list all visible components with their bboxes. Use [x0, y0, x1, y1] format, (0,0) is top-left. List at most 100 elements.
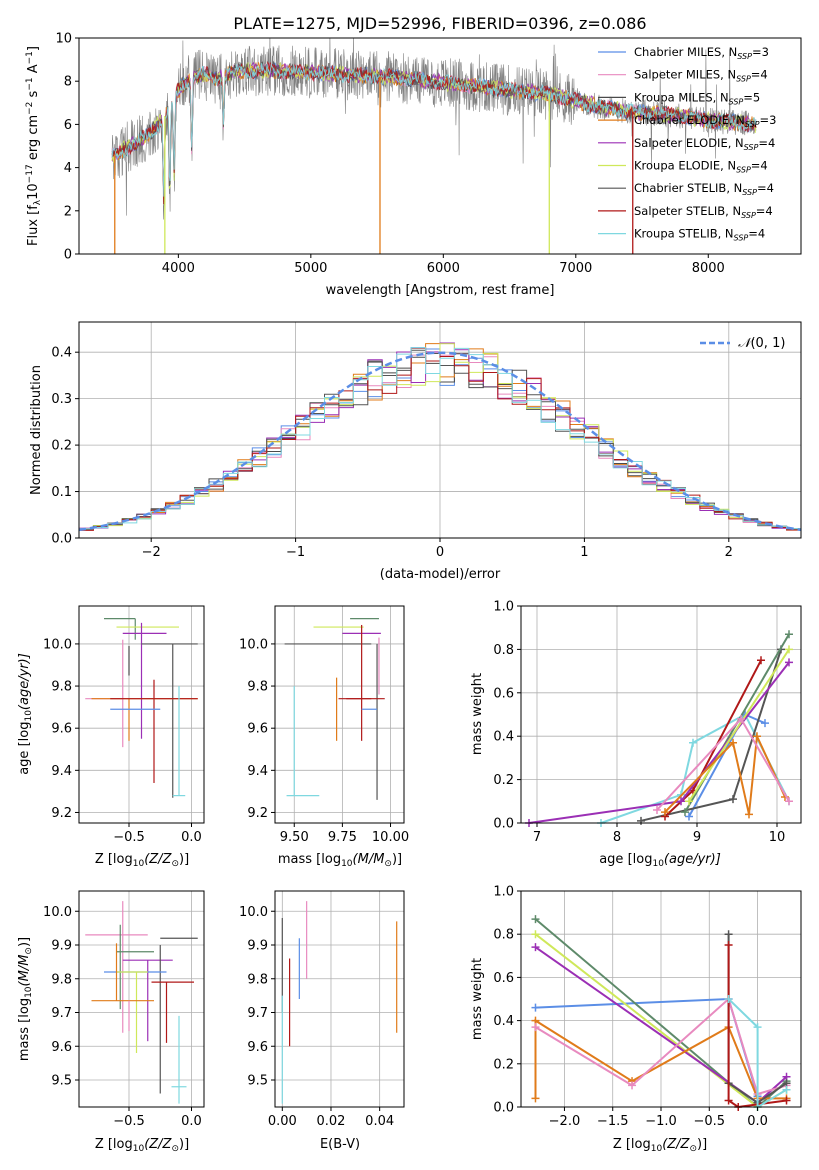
residuals-legend: 𝒩(0, 1) [700, 336, 785, 351]
age-vs-z-xlabel: Z [log10(Z/Z⊙)] [95, 852, 189, 869]
mass-weight-marker [785, 797, 793, 806]
mass-weight-line [727, 998, 788, 1109]
spectrum-ticks: 4000 5000 6000 7000 8000 0 2 4 6 8 10 [55, 32, 724, 277]
spectrum-ytick-label: 0 [64, 248, 72, 263]
weight-vs-z-ticks: −2.0 −1.5 −1.0 −0.5 0.0 0.0 0.2 0.4 0.6 0.8 1.0 [493, 885, 768, 1130]
mass-weight-marker [724, 995, 733, 1003]
age_vs_Z-ytick-label: 9.6 [51, 722, 72, 737]
mass_vs_ebv-ytick-label: 9.6 [247, 1040, 268, 1055]
mass_vs_Z-ytick-label: 9.8 [51, 972, 72, 987]
age-vs-z-marks [85, 618, 198, 798]
spectrum-ytick-label: 6 [64, 118, 72, 133]
spectrum-marks [111, 38, 757, 254]
model-spectrum-line [111, 63, 757, 197]
mass-weight-marker [685, 812, 693, 821]
mass-vs-z-panel: −0.5 0.0 9.5 9.6 9.7 9.8 9.9 10.0 Z [log10(Z/Z⊙… [17, 890, 205, 1154]
weight_vs_age-ytick-label: 1.0 [493, 600, 514, 615]
age-vs-z-axes-frame [78, 605, 205, 824]
age_vs_Z-ytick-label: 10.0 [43, 637, 72, 652]
residuals-xtick-label: −1 [286, 545, 305, 560]
residuals-ticks: −2 −1 0 1 2 0.0 0.1 0.2 0.3 0.4 [51, 346, 733, 560]
spectrum-xtick-label: 8000 [692, 261, 725, 276]
mass-weight-marker [745, 810, 753, 819]
normal-distribution-curve [78, 351, 802, 532]
spectrum-ytick-label: 8 [64, 75, 72, 90]
residuals-ytick-label: 0.0 [51, 532, 72, 547]
mass-vs-ebv-ticks: 0.00 0.02 0.04 9.5 9.6 9.7 9.8 9.9 10.0 [239, 905, 394, 1129]
weight-vs-z-panel: −2.0 −1.5 −1.0 −0.5 0.0 0.0 0.2 0.4 0.6 0.8 1.0 Z … [470, 885, 802, 1154]
weight_vs_age-ytick-label: 0.8 [493, 643, 514, 658]
age-vs-mass-grid [275, 606, 404, 823]
mass-vs-z-axes-frame [78, 890, 205, 1108]
mass_vs_ebv-xtick-label: 0.00 [268, 1114, 297, 1129]
mass-weight-marker [677, 797, 685, 806]
mass_vs_Z-ytick-label: 9.5 [51, 1074, 72, 1089]
residuals-xtick-label: 2 [725, 545, 733, 560]
mass_vs_Z-xtick-label: −0.5 [113, 1114, 145, 1129]
residuals-ytick-label: 0.3 [51, 392, 72, 407]
mass-weight-marker [737, 714, 745, 723]
legend-label: Chabrier MILES, NSSP=3 [634, 45, 769, 61]
residuals-xtick-label: −2 [142, 545, 161, 560]
mass-weight-marker [757, 656, 765, 665]
mass-weight-marker [785, 630, 793, 639]
spectrum-ytick-label: 4 [64, 161, 72, 176]
age-vs-mass-marks [284, 618, 385, 800]
mass-weight-marker [724, 930, 733, 939]
mass-weight-marker [724, 941, 733, 949]
spectrum-ylabel: Flux [fλ10−17 erg cm−2 s−1 A−1] [25, 46, 43, 246]
spectrum-ytick-label: 2 [64, 204, 72, 219]
weight_vs_age-xtick-label: 8 [613, 830, 621, 845]
mass_vs_Z-ytick-label: 9.9 [51, 939, 72, 954]
mass_vs_ebv-ytick-label: 9.7 [247, 1006, 268, 1021]
mass_vs_ebv-ytick-label: 9.5 [247, 1074, 268, 1089]
age_vs_Z-xtick-label: 0.0 [181, 830, 202, 845]
legend-label: Kroupa ELODIE, NSSP=4 [634, 159, 768, 175]
weight-vs-age-ticks: 7 8 9 10 0.0 0.2 0.4 0.6 0.8 1.0 [493, 600, 785, 846]
mass_vs_Z-xtick-label: 0.0 [181, 1114, 202, 1129]
legend-label: Chabrier STELIB, NSSP=4 [634, 181, 774, 197]
mass-vs-ebv-panel: 0.00 0.02 0.04 9.5 9.6 9.7 9.8 9.9 10.0 E(B-V) [239, 890, 405, 1152]
model-spectrum-line [111, 62, 757, 203]
weight_vs_Z-ytick-label: 0.2 [493, 1057, 514, 1072]
residuals-ytick-label: 0.2 [51, 439, 72, 454]
weight_vs_Z-xtick-label: −1.0 [645, 1114, 677, 1129]
residuals-xlabel: (data-model)/error [380, 567, 501, 582]
spectrum-xtick-label: 7000 [559, 261, 592, 276]
weight-vs-age-ylabel: mass weight [470, 673, 485, 755]
mass-vs-z-grid [79, 891, 204, 1107]
age-vs-z-panel: −0.5 0.09.29.49.69.810.0 Z [log10(Z/Z⊙)] … [17, 605, 205, 869]
legend-label: Chabrier ELODIE, NSSP=3 [634, 113, 776, 129]
weight_vs_age-ytick-label: 0.6 [493, 686, 514, 701]
age_vs_Z-xtick-label: −0.5 [113, 830, 145, 845]
legend-label: Salpeter ELODIE, NSSP=4 [634, 136, 775, 152]
mass-vs-ebv-grid [275, 891, 404, 1107]
mass_vs_Z-ytick-label: 9.6 [51, 1040, 72, 1055]
weight_vs_Z-ytick-label: 0.8 [493, 928, 514, 943]
residuals-xtick-label: 1 [580, 545, 588, 560]
weight_vs_Z-xtick-label: −0.5 [693, 1114, 725, 1129]
weight-vs-age-xlabel: age [log10(age/yr)] [599, 852, 721, 869]
weight_vs_Z-ytick-label: 1.0 [493, 885, 514, 900]
mass-weight-marker [729, 795, 737, 804]
mass_vs_ebv-ytick-label: 9.9 [247, 939, 268, 954]
mass-weight-marker [637, 816, 645, 825]
age_vs_Z-ytick-label: 9.8 [51, 680, 72, 695]
weight-vs-z-grid [521, 890, 801, 1108]
mass-weight-line [640, 649, 782, 822]
age-vs-mass-ticks: 9.50 9.75 10.00 9.2 9.4 9.6 9.8 10.0 [239, 637, 409, 845]
mass_vs_ebv-ytick-label: 10.0 [239, 905, 268, 920]
mass-weight-marker [785, 658, 793, 667]
mass-weight-marker [753, 732, 761, 741]
weight_vs_Z-ytick-label: 0.0 [493, 1101, 514, 1116]
age_vs_mass-xtick-label: 9.50 [280, 830, 309, 845]
mass-weight-marker [785, 645, 793, 654]
mass-weight-marker [531, 930, 540, 939]
age-vs-mass-axes-frame [274, 605, 405, 824]
weight_vs_Z-ytick-label: 0.6 [493, 971, 514, 986]
legend-label: Salpeter MILES, NSSP=4 [634, 68, 768, 84]
mass-weight-marker [729, 738, 737, 747]
mass_vs_ebv-ytick-label: 9.8 [247, 972, 268, 987]
age_vs_Z-ytick-label: 9.2 [51, 806, 72, 821]
